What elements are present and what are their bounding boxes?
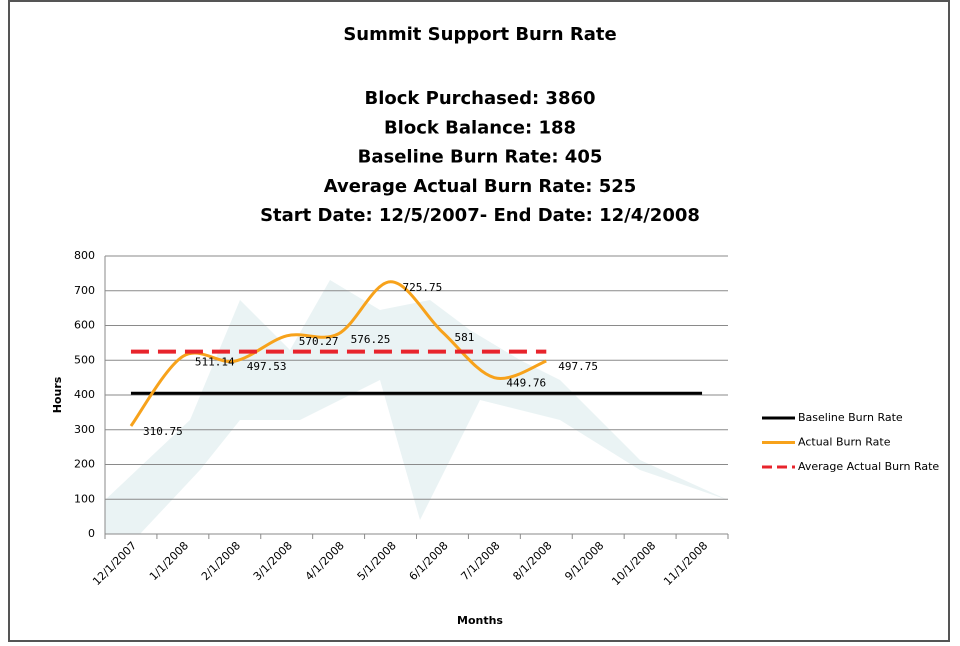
subtitle: Start Date: 12/5/2007- End Date: 12/4/20…	[260, 205, 700, 226]
y-tick-label: 400	[74, 388, 95, 401]
legend-label: Baseline Burn Rate	[798, 411, 903, 424]
data-label: 449.76	[506, 377, 546, 390]
chart: Summit Support Burn Rate Months Hours Bl…	[0, 0, 960, 642]
chart-title: Summit Support Burn Rate	[343, 24, 616, 45]
subtitle: Average Actual Burn Rate: 525	[324, 176, 637, 197]
y-tick-label: 800	[74, 249, 95, 262]
data-label: 570.27	[299, 335, 339, 348]
subtitle: Baseline Burn Rate: 405	[358, 147, 603, 168]
x-axis-label: Months	[457, 614, 503, 627]
legend-label: Actual Burn Rate	[798, 436, 891, 449]
y-tick-label: 200	[74, 458, 95, 471]
y-tick-label: 300	[74, 423, 95, 436]
data-label: 511.14	[195, 355, 235, 368]
subtitle: Block Balance: 188	[384, 117, 576, 138]
data-label: 576.25	[351, 333, 391, 346]
y-tick-label: 500	[74, 353, 95, 366]
y-axis-label: Hours	[51, 376, 64, 413]
data-label: 310.75	[143, 425, 183, 438]
subtitle: Block Purchased: 3860	[364, 88, 595, 109]
data-label: 581	[454, 331, 474, 344]
y-tick-label: 600	[74, 319, 95, 332]
legend-label: Average Actual Burn Rate	[798, 460, 939, 473]
y-tick-label: 0	[88, 527, 95, 540]
data-label: 497.75	[558, 360, 598, 373]
data-label: 725.75	[403, 281, 443, 294]
data-label: 497.53	[247, 360, 287, 373]
y-tick-label: 100	[74, 492, 95, 505]
y-tick-label: 700	[74, 284, 95, 297]
